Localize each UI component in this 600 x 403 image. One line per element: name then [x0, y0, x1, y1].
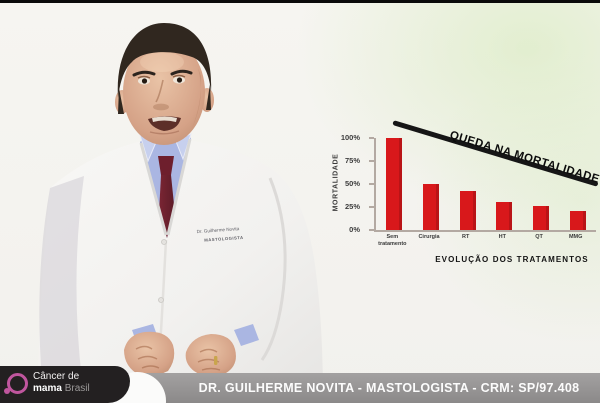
y-tick-label: 0%	[349, 225, 360, 234]
lab-coat	[38, 140, 323, 380]
bar-label: Cirurgia	[418, 234, 440, 240]
bar-slot	[413, 138, 450, 230]
bar-label: MMG	[568, 234, 583, 240]
y-tick-mark	[369, 183, 374, 185]
x-axis-title: EVOLUÇÃO DOS TRATAMENTOS	[435, 255, 589, 264]
eyebrow	[170, 69, 193, 76]
presenter-photo: Dr. Guilherme Novita MASTOLOGISTA	[38, 23, 323, 380]
bar-slot	[449, 138, 486, 230]
ribbon-ring-icon	[7, 373, 28, 394]
mortality-chart: QUEDA NA MORTALIDADE MORTALIDADE 100% 75%…	[322, 108, 600, 273]
y-tick-mark	[369, 160, 374, 162]
bar-1	[386, 138, 403, 230]
bar-label: HT	[498, 234, 507, 240]
bar-4	[496, 202, 513, 230]
svg-text:MASTOLOGISTA: MASTOLOGISTA	[204, 235, 244, 243]
eyebrow	[132, 70, 156, 77]
y-tick-label: 50%	[344, 179, 360, 188]
coat-button	[158, 297, 164, 303]
presenter-face	[115, 23, 214, 145]
y-axis-ticks: 100% 75% 50% 25% 0%	[322, 133, 368, 234]
bar-slot	[376, 138, 413, 230]
coat-button	[161, 239, 167, 245]
y-tick-mark	[369, 229, 374, 231]
brand-word-brasil: Brasil	[64, 382, 90, 394]
bar-slot	[523, 138, 560, 230]
hands	[124, 331, 236, 377]
coat-left-sleeve	[39, 176, 84, 380]
y-tick-mark	[369, 137, 374, 139]
mouth	[148, 116, 181, 135]
bar-2	[423, 184, 439, 230]
shirt-cuff	[234, 324, 259, 346]
brand-logo: Câncer de mama Brasil	[0, 366, 130, 403]
bar-3	[459, 191, 476, 230]
bars-row	[376, 138, 596, 230]
bar-slot	[486, 138, 523, 230]
y-tick-label: 100%	[340, 133, 360, 142]
brand-logo-text: Câncer de mama Brasil	[33, 371, 90, 394]
svg-text:Dr. Guilherme Novita: Dr. Guilherme Novita	[197, 226, 240, 234]
y-tick-label: 25%	[344, 202, 360, 211]
bar-label: QT	[535, 234, 543, 240]
bar-5	[533, 206, 550, 230]
plot-area	[369, 137, 596, 232]
ring	[214, 356, 218, 365]
bar-labels-row: Sem tratamento Cirurgia RT HT QT MMG	[374, 234, 594, 248]
coat-embroidery: Dr. Guilherme Novita MASTOLOGISTA	[197, 226, 244, 243]
y-tick-mark	[369, 206, 374, 208]
tie-knot	[158, 156, 174, 175]
presenter-credit: DR. GUILHERME NOVITA - MASTOLOGISTA - CR…	[198, 381, 580, 395]
eyes	[137, 74, 186, 85]
y-tick-label: 75%	[344, 156, 360, 165]
brand-word-mama: mama	[33, 382, 62, 394]
bar-slot	[559, 138, 596, 230]
brand-line2: mama Brasil	[33, 383, 90, 395]
bar-label: Sem tratamento	[378, 234, 407, 248]
nose	[155, 79, 164, 103]
bar-6	[569, 210, 586, 230]
ribbon-dot-icon	[4, 388, 10, 394]
hair	[117, 23, 212, 98]
bar-label: RT	[462, 234, 470, 240]
brand-line1: Câncer de	[33, 371, 80, 382]
top-letterbox-bar	[0, 0, 600, 3]
